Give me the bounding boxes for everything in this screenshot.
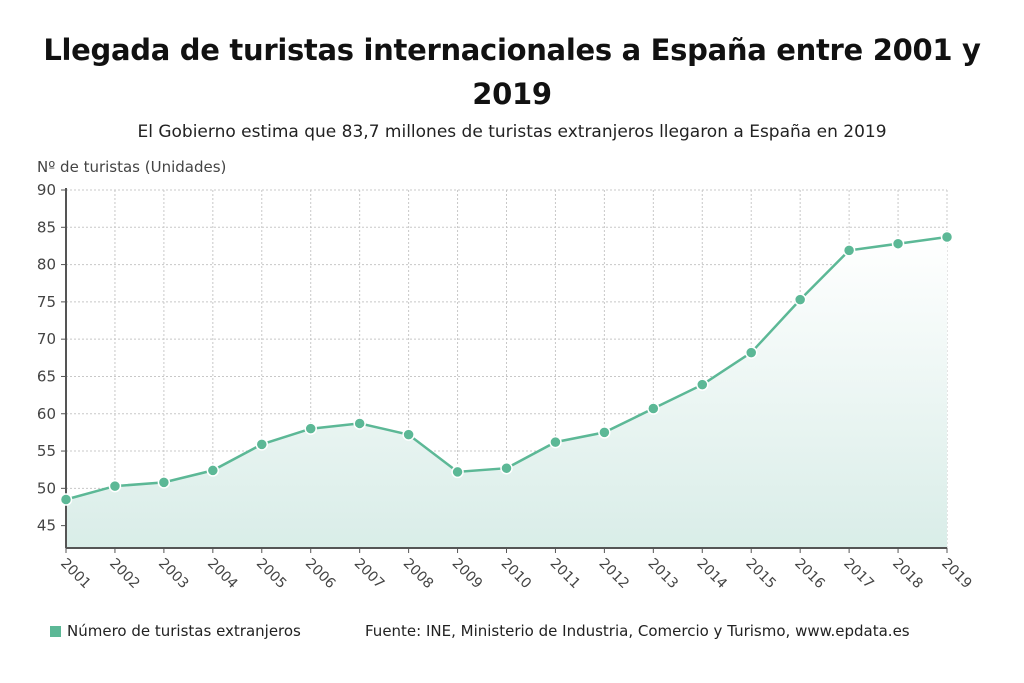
data-point: [451, 465, 464, 479]
x-tick-label: 2018: [889, 556, 926, 593]
source-note: Fuente: INE, Ministerio de Industria, Co…: [365, 622, 910, 640]
data-point: [206, 464, 220, 477]
y-tick-label: 80: [37, 256, 56, 274]
x-tick-label: 2014: [693, 556, 730, 593]
data-point: [549, 435, 562, 449]
data-point: [842, 244, 856, 257]
data-point: [304, 422, 317, 435]
x-tick-label: 2007: [351, 556, 388, 593]
data-point: [255, 438, 269, 451]
data-point: [598, 426, 611, 439]
y-tick-label: 50: [37, 479, 56, 497]
data-point: [108, 479, 122, 493]
y-tick-label: 55: [37, 442, 56, 460]
x-tick-label: 2002: [106, 556, 143, 593]
legend-label: Número de turistas extranjeros: [67, 622, 301, 640]
y-tick-label: 75: [37, 293, 56, 311]
data-point: [793, 293, 807, 306]
data-point: [891, 237, 905, 250]
data-point: [402, 428, 415, 441]
data-point: [59, 493, 73, 506]
x-tick-labels: 2001 2002 2003 2004 2005 2006 2007 2008 2009 2010…: [57, 556, 975, 593]
y-axis-label: Nº de turistas (Unidades): [37, 158, 227, 176]
data-point: [647, 402, 660, 415]
chart-subtitle: El Gobierno estima que 83,7 millones de …: [137, 122, 887, 142]
x-tick-label: 2003: [155, 556, 192, 593]
y-tick-label: 90: [37, 181, 56, 199]
y-tick-label: 70: [37, 330, 56, 348]
x-tick-label: 2017: [840, 556, 877, 593]
y-tick-labels: 45 50 55 60 65 70 75 80 85 90: [37, 181, 56, 535]
x-tick-label: 2004: [204, 556, 241, 593]
x-tick-label: 2010: [498, 556, 535, 593]
x-tick-label: 2016: [791, 556, 828, 593]
area-fill: [66, 237, 947, 548]
data-point: [500, 461, 513, 475]
chart-title: Llegada de turistas internacionales a Es…: [43, 33, 981, 111]
x-tick-label: 2005: [253, 556, 290, 593]
y-tick-label: 60: [37, 405, 56, 423]
x-tick-label: 2019: [938, 556, 975, 593]
x-tick-label: 2001: [57, 556, 94, 593]
data-point: [744, 346, 758, 359]
y-tick-label: 45: [37, 517, 56, 535]
y-tick-label: 85: [37, 218, 56, 236]
data-points: [59, 230, 954, 506]
data-point: [696, 378, 709, 391]
x-tick-label: 2012: [596, 556, 633, 593]
data-point: [940, 230, 954, 244]
data-point: [157, 476, 171, 489]
legend-swatch: [50, 625, 61, 637]
x-tick-label: 2006: [302, 556, 339, 593]
x-tick-label: 2008: [400, 556, 437, 593]
data-point: [353, 417, 366, 430]
x-tick-label: 2009: [449, 556, 486, 593]
x-tick-label: 2011: [547, 556, 584, 593]
x-tick-label: 2013: [645, 556, 682, 593]
legend: Número de turistas extranjeros: [50, 622, 301, 640]
axes: [61, 188, 948, 553]
y-tick-label: 65: [37, 367, 56, 385]
x-tick-label: 2015: [742, 556, 779, 593]
